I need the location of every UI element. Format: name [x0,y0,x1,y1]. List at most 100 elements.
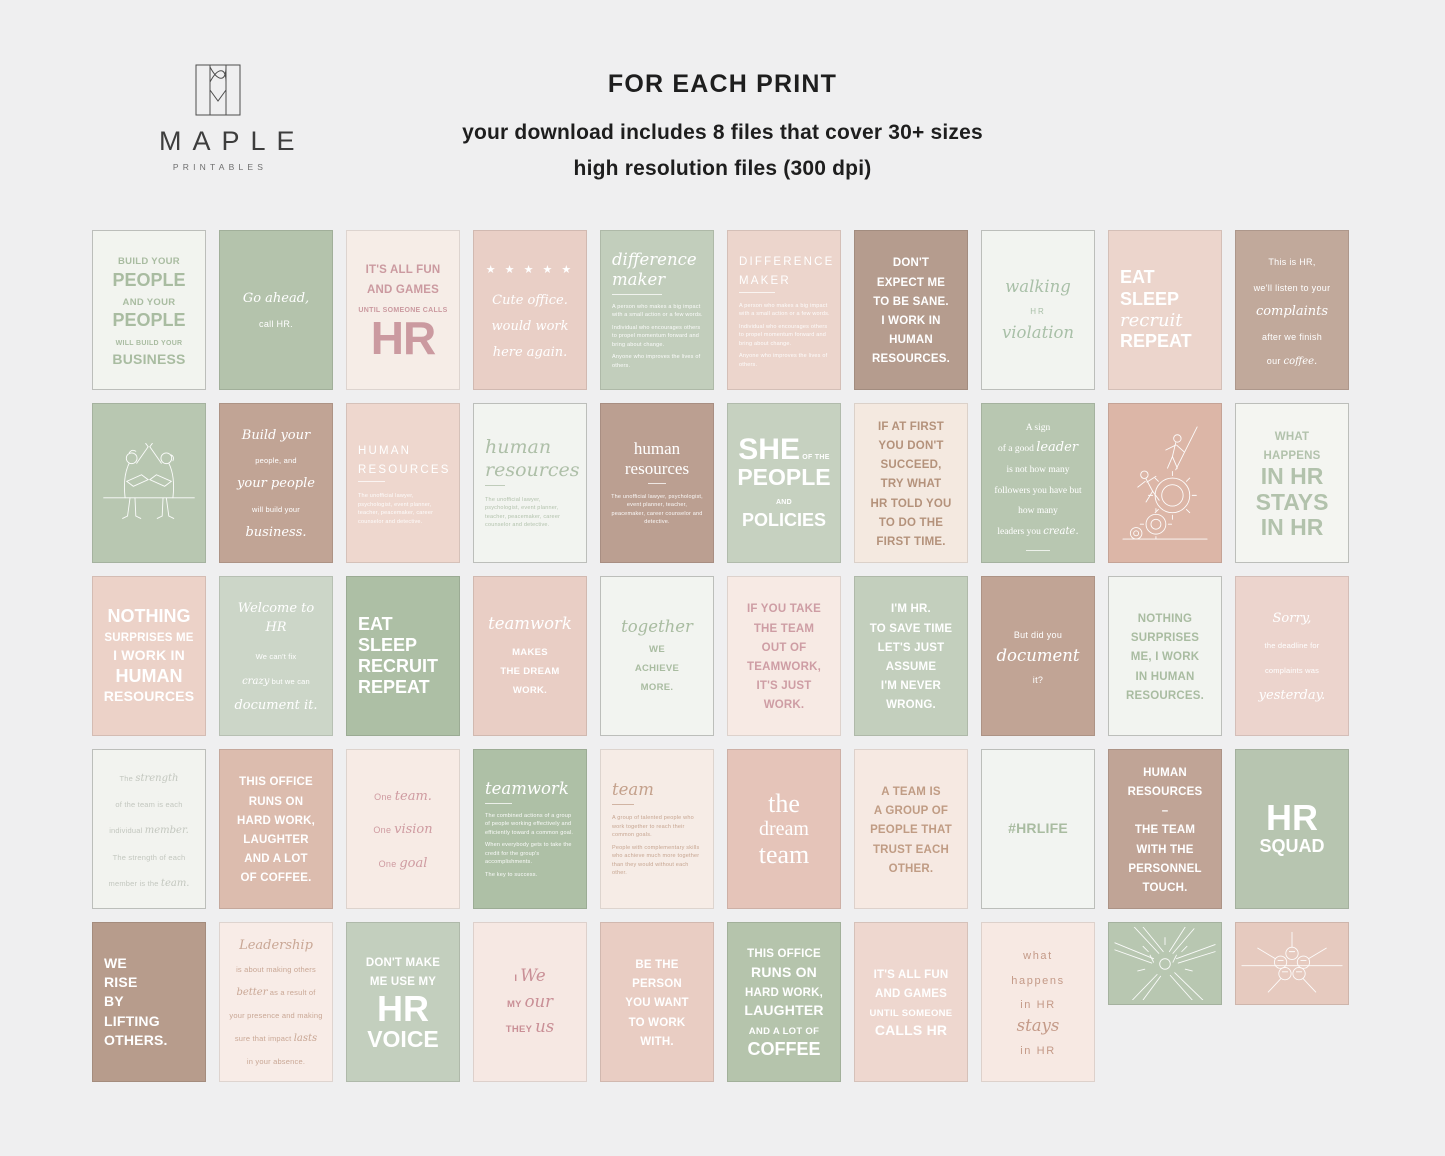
poster-text-line: member is the team. [108,877,190,889]
divider-line [485,484,506,486]
poster-text-line: HARD WORK, [236,814,316,827]
poster-card-r5c9 [1108,922,1222,1005]
fist-bump-illustration [1240,927,1344,1000]
poster-text-line: TO DO THE [878,516,944,529]
poster-text-line: EAT [1120,267,1155,288]
poster-text-line: complaints was [1264,665,1320,675]
poster-card-r2c9 [1108,403,1222,563]
poster-text-line: One goal [378,855,428,871]
poster-text-line: I WORK IN [881,315,941,327]
poster-card-r5c10 [1235,922,1349,1005]
poster-card-r3c3: EAT SLEEP RECRUIT REPEAT [346,576,460,736]
poster-text-line: WE [104,955,127,972]
poster-text-line: TO SAVE TIME [869,622,953,635]
poster-card-r1c2: Go ahead, call HR. [219,230,333,390]
poster-card-r5c6: THIS OFFICE RUNS ON HARD WORK, LAUGHTER AND … [727,922,841,1082]
poster-text-line: IN HR [1260,463,1324,490]
poster-text-line: IF AT FIRST [877,420,945,433]
poster-text-line: stays [1016,1015,1060,1035]
poster-text-line: difference [612,249,697,269]
poster-card-r5c2: Leadership is about making others better a… [219,922,333,1082]
poster-text-line: AND YOUR [122,296,176,308]
header-line-1: your download includes 8 files that cove… [462,121,983,144]
poster-text-line: how many [1018,506,1058,517]
poster-text-line: AND GAMES [874,987,948,1000]
poster-text-line: WITH THE [1136,843,1194,856]
poster-text-line: BUILD YOUR [118,256,180,268]
header-line-2: high resolution files (300 dpi) [573,157,872,180]
poster-card-r1c1: BUILD YOUR PEOPLE AND YOUR PEOPLE WILL BUILD… [92,230,206,390]
poster-card-r1c3: IT'S ALL FUN AND GAMES UNTIL SOMEONE CALLS… [346,230,460,390]
poster-text-line: better as a result of [236,987,316,999]
poster-text-line: ME, I WORK [1130,651,1200,664]
poster-text-line: document [996,645,1080,665]
poster-text-line: AND POLICIES [741,499,826,530]
poster-card-r1c5: difference maker A person who makes a big … [600,230,714,390]
poster-text-line: ME USE MY [369,976,437,989]
poster-card-r4c4: teamwork The combined actions of a group … [473,749,587,909]
poster-text-line: WE [649,643,665,655]
poster-card-r4c6: the dream team [727,749,841,909]
poster-text-line: This is HR, [1268,257,1316,268]
poster-text-line: HR TOLD YOU [870,497,952,510]
poster-text-line: yesterday. [1258,687,1326,703]
poster-text-line: SURPRISES ME [104,632,194,645]
poster-text-line: I We [514,966,546,986]
poster-text-line: THIS OFFICE [239,776,313,789]
poster-card-r4c3: One team. One vision One goal [346,749,460,909]
poster-text-line: THIS OFFICE [747,948,821,961]
poster-text-line: the [768,788,800,818]
poster-text-line: resources [485,458,580,481]
poster-text-line: we'll listen to your [1253,283,1331,294]
poster-text-line: the deadline for [1264,641,1320,651]
poster-text-line: LIFTING [104,1012,160,1029]
poster-text-line: THEY us [505,1017,555,1037]
poster-text-line: OUT OF [761,641,807,654]
poster-card-r3c8: But did you document it? [981,576,1095,736]
poster-text-line: SUCCEED, [880,459,942,472]
poster-text-line: I'M NEVER [880,680,942,693]
poster-text-line: teamwork [485,778,569,798]
poster-text-line: MAKES [512,646,548,658]
poster-text-line: AND GAMES [366,283,440,296]
divider-line [739,291,776,293]
gears-climb-illustration [1118,416,1212,550]
poster-card-r1c10: This is HR, we'll listen to your complaint… [1235,230,1349,390]
poster-text-line: LAUGHTER [744,1002,824,1018]
poster-text-line: HUMAN [889,334,933,347]
divider-line [485,802,513,804]
poster-card-r5c8: what happens in HR stays in HR [981,922,1095,1082]
poster-text-line: ASSUME [885,661,937,673]
poster-card-r3c7: I'M HR. TO SAVE TIME LET'S JUST ASSUME I'M N… [854,576,968,736]
brand-subtitle: PRINTABLES [172,162,268,172]
poster-text-line: The combined actions of a group of peopl… [485,812,574,836]
poster-text-line: team [612,780,654,800]
poster-card-r2c7: IF AT FIRST YOU DON'T SUCCEED, TRY WHAT HR T… [854,403,968,563]
poster-text-line: LAUGHTER [243,834,309,846]
poster-text-line: RESOURCES [1127,786,1203,799]
poster-card-r2c6: SHE OF THE PEOPLE AND POLICIES [727,403,841,563]
poster-card-r5c4: I We MY our THEY us [473,922,587,1082]
poster-text-line: OF COFFEE. [240,872,312,885]
poster-text-line: PERSON [632,978,682,991]
poster-text-line: Sorry, [1272,611,1312,627]
poster-text-line: maker [612,270,666,290]
poster-text-line: BE THE [635,959,679,972]
poster-text-line: walking [1005,276,1071,296]
poster-text-line: REPEAT [358,677,430,698]
poster-text-line: OTHERS. [104,1031,168,1048]
poster-text-line: individual member. [109,825,189,837]
poster-text-line: Build your [241,428,311,444]
poster-text-line: Leadership [239,938,313,953]
poster-text-line: Individual who encourages others to prop… [612,324,701,348]
poster-text-line: A TEAM IS [881,786,941,799]
header: FOR EACH PRINT your download includes 8 … [0,70,1445,181]
poster-text-line: The strength [119,773,179,785]
poster-text-line: The unofficial lawyer, psychologist, eve… [358,493,434,525]
poster-text-line: DON'T [892,257,930,270]
poster-text-line: PEOPLE [112,310,186,330]
poster-card-r2c10: WHAT HAPPENS IN HR STAYS IN HR [1235,403,1349,563]
poster-text-line: BY [104,993,124,1010]
poster-text-line: SQUAD [1259,836,1325,857]
poster-text-line: is not how many [1006,464,1070,475]
